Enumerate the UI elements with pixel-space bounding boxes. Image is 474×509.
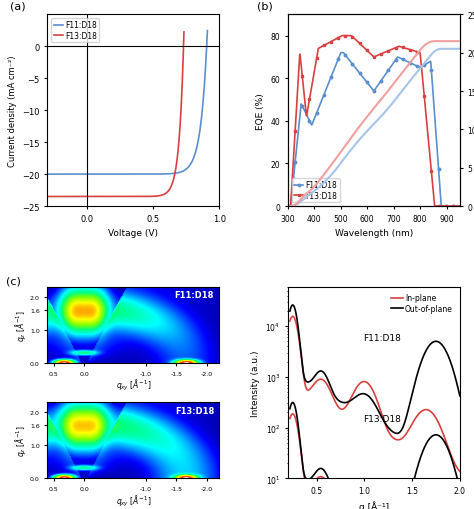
Legend: F11:D18, F13:D18: F11:D18, F13:D18 <box>292 179 340 203</box>
In-plane <box>427 408 432 414</box>
Y-axis label: Current density (mA cm⁻²): Current density (mA cm⁻²) <box>8 55 17 166</box>
Text: (b): (b) <box>257 2 273 11</box>
F11:D18 <box>285 204 291 210</box>
Out-of-plane <box>368 395 374 402</box>
Y-axis label: $q_z$ [$\AA^{-1}$]: $q_z$ [$\AA^{-1}$] <box>13 309 28 341</box>
Out-of-plane <box>369 397 375 403</box>
F13:D18 <box>339 34 345 40</box>
Out-of-plane <box>287 308 293 315</box>
F13:D18 <box>285 204 291 210</box>
Out-of-plane <box>427 342 433 348</box>
In-plane <box>389 433 394 439</box>
Text: (a): (a) <box>9 2 25 11</box>
Line: In-plane: In-plane <box>290 317 460 471</box>
Out-of-plane <box>389 428 394 434</box>
X-axis label: $q_{xy}$ [$\AA^{-1}$]: $q_{xy}$ [$\AA^{-1}$] <box>116 493 151 507</box>
F11:D18 <box>400 58 406 64</box>
X-axis label: Voltage (V): Voltage (V) <box>109 229 158 238</box>
In-plane <box>453 463 459 469</box>
Line: F11:D18: F11:D18 <box>287 52 461 208</box>
F13:D18 <box>45 194 50 200</box>
F13:D18 <box>83 194 89 200</box>
F11:D18 <box>316 106 321 112</box>
Line: F11:D18: F11:D18 <box>47 32 208 175</box>
F11:D18 <box>387 66 392 72</box>
Text: F11:D18: F11:D18 <box>175 291 214 300</box>
Line: F13:D18: F13:D18 <box>287 35 461 208</box>
F13:D18 <box>159 193 164 199</box>
F13:D18 <box>457 204 463 210</box>
F11:D18 <box>363 79 369 85</box>
Text: F11:D18: F11:D18 <box>364 334 401 343</box>
F13:D18 <box>160 192 166 199</box>
In-plane <box>368 384 374 390</box>
Y-axis label: Intensity (a.u.): Intensity (a.u.) <box>251 350 260 416</box>
Out-of-plane <box>379 415 385 421</box>
F11:D18 <box>79 172 85 178</box>
F11:D18 <box>45 172 50 178</box>
Line: F13:D18: F13:D18 <box>47 33 184 197</box>
Y-axis label: EQE (%): EQE (%) <box>256 93 265 129</box>
F11:D18 <box>415 64 420 70</box>
Text: F13:D18: F13:D18 <box>175 406 214 415</box>
Legend: In-plane, Out-of-plane: In-plane, Out-of-plane <box>388 291 456 317</box>
F11:D18 <box>205 29 210 35</box>
In-plane <box>290 314 295 320</box>
F11:D18 <box>197 128 203 134</box>
In-plane <box>287 318 293 324</box>
F13:D18 <box>415 50 420 56</box>
In-plane <box>369 386 375 392</box>
F13:D18 <box>329 39 335 45</box>
Out-of-plane <box>290 302 295 308</box>
F13:D18 <box>363 47 369 53</box>
F13:D18 <box>316 46 321 52</box>
F11:D18 <box>126 172 131 178</box>
F13:D18 <box>128 194 134 200</box>
F11:D18 <box>457 204 463 210</box>
X-axis label: q [Å⁻¹]: q [Å⁻¹] <box>359 501 389 509</box>
In-plane <box>379 412 385 418</box>
Out-of-plane <box>457 393 463 399</box>
In-plane <box>457 468 463 474</box>
X-axis label: $q_{xy}$ [$\AA^{-1}$]: $q_{xy}$ [$\AA^{-1}$] <box>116 378 151 392</box>
Out-of-plane <box>394 431 400 437</box>
Out-of-plane <box>454 379 459 385</box>
F11:D18 <box>93 172 99 178</box>
F13:D18 <box>387 48 392 54</box>
Y-axis label: $q_z$ [$\AA^{-1}$]: $q_z$ [$\AA^{-1}$] <box>13 424 28 456</box>
F13:D18 <box>400 45 406 51</box>
F13:D18 <box>46 194 51 200</box>
X-axis label: Wavelength (nm): Wavelength (nm) <box>335 229 413 238</box>
F11:D18 <box>165 172 171 178</box>
F13:D18 <box>181 30 187 36</box>
Text: F13:D18: F13:D18 <box>364 414 401 423</box>
F11:D18 <box>338 50 344 56</box>
Legend: F11:D18, F13:D18: F11:D18, F13:D18 <box>51 19 99 43</box>
F11:D18 <box>329 72 335 78</box>
Text: (c): (c) <box>6 275 21 286</box>
Line: Out-of-plane: Out-of-plane <box>290 305 460 434</box>
F13:D18 <box>89 194 94 200</box>
F11:D18 <box>191 153 197 159</box>
